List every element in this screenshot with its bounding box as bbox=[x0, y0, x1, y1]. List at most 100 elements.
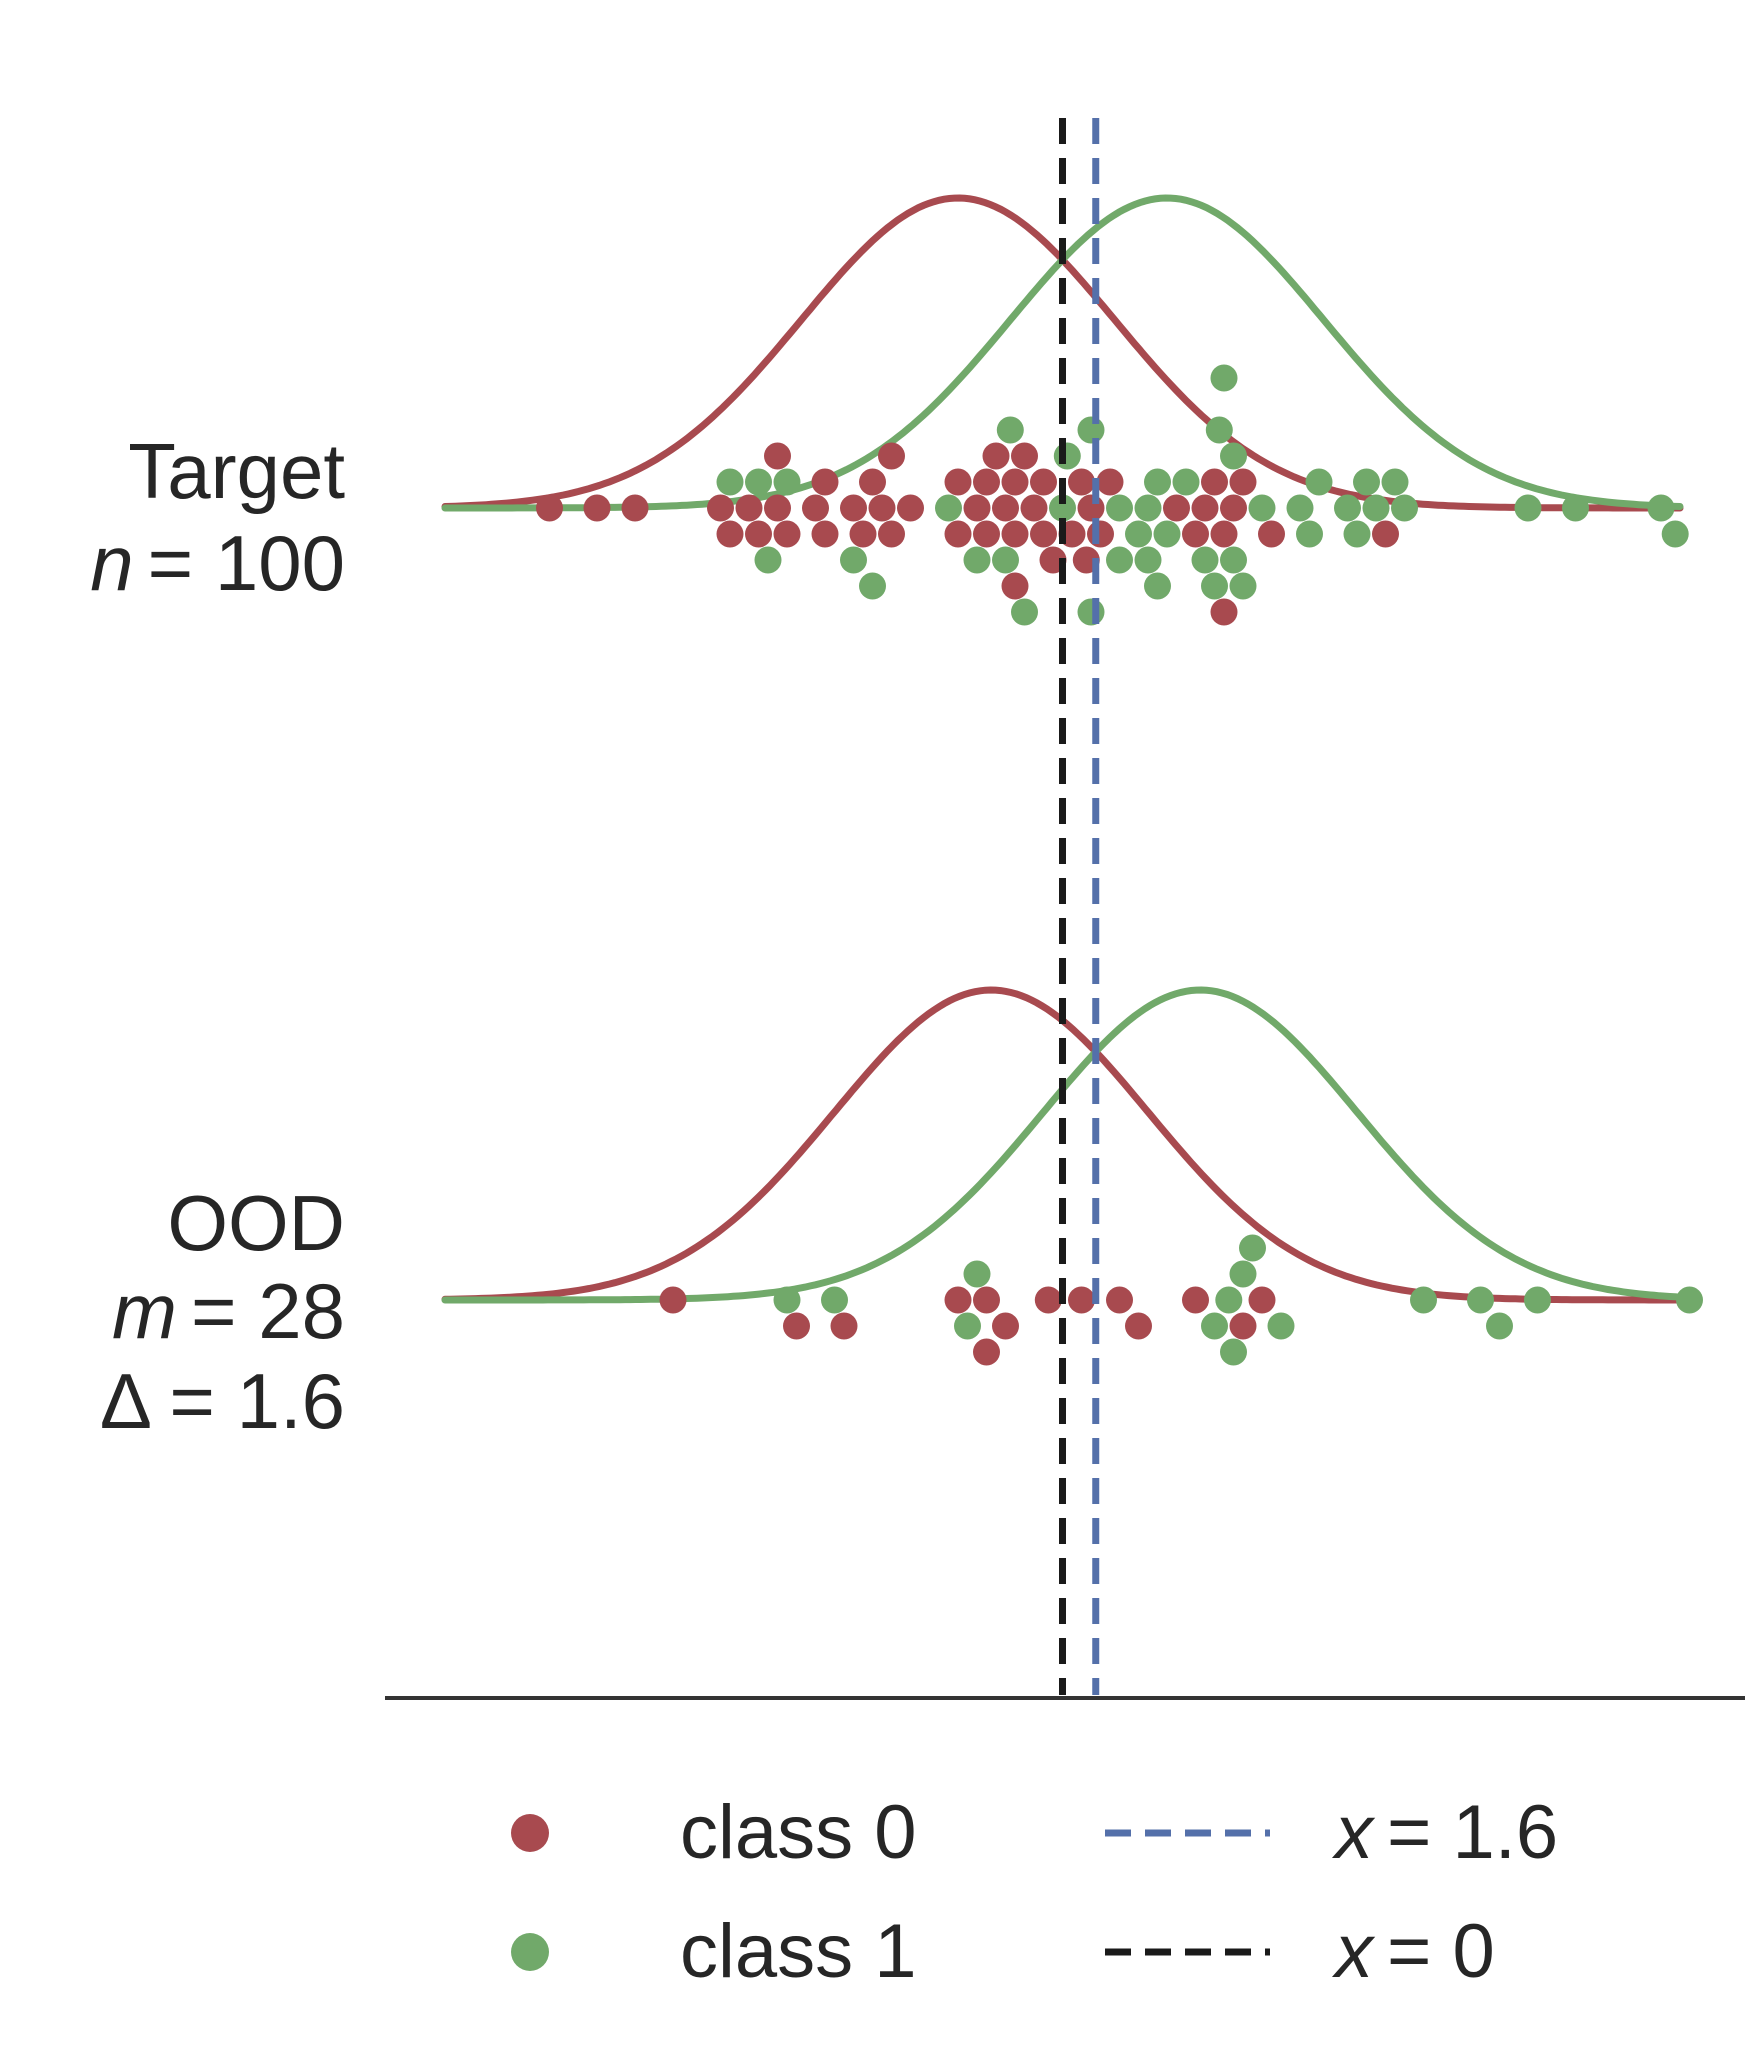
ood-point-class-0 bbox=[1125, 1312, 1152, 1340]
target-point-class-1 bbox=[1381, 468, 1409, 496]
ood-shift-label: Δ = 1.6 bbox=[100, 1357, 345, 1445]
target-point-class-1 bbox=[859, 572, 886, 600]
target-point-class-0 bbox=[897, 494, 924, 522]
target-point-class-1 bbox=[1191, 546, 1219, 574]
ood-point-class-1 bbox=[1220, 1338, 1247, 1366]
target-point-class-0 bbox=[859, 468, 886, 496]
target-point-class-1 bbox=[1647, 494, 1675, 522]
target-point-class-1 bbox=[1220, 442, 1247, 470]
ood-point-class-0 bbox=[830, 1312, 858, 1340]
ood-point-class-1 bbox=[1239, 1234, 1266, 1262]
legend-item-class-0: class 0 bbox=[511, 1790, 917, 1875]
legend-zero-symbol: x bbox=[1331, 1909, 1376, 1994]
legend-label-zero-line: x = 0 bbox=[1331, 1909, 1495, 1994]
target-point-class-1 bbox=[1106, 494, 1133, 522]
target-point-class-1 bbox=[963, 546, 991, 574]
target-point-class-1 bbox=[1053, 442, 1081, 470]
target-point-class-1 bbox=[773, 468, 801, 496]
ood-point-class-0 bbox=[1182, 1286, 1209, 1314]
target-point-class-0 bbox=[973, 520, 1000, 548]
target-point-class-1 bbox=[935, 494, 962, 522]
ood-point-class-1 bbox=[954, 1312, 981, 1340]
panel-labels: Target n = 100 OOD m = 28 Δ = 1.6 bbox=[90, 427, 345, 1445]
target-point-class-1 bbox=[1077, 416, 1105, 444]
target-point-class-1 bbox=[1286, 494, 1314, 522]
target-point-class-0 bbox=[1210, 520, 1238, 548]
target-point-class-1 bbox=[1296, 520, 1323, 548]
ood-point-class-0 bbox=[1068, 1286, 1095, 1314]
target-point-class-0 bbox=[1087, 520, 1114, 548]
target-point-class-1 bbox=[1229, 572, 1257, 600]
target-point-class-1 bbox=[716, 468, 744, 496]
target-label: Target bbox=[128, 427, 345, 515]
target-point-class-0 bbox=[1220, 494, 1247, 522]
ood-count-label: m = 28 bbox=[112, 1267, 345, 1355]
target-point-class-1 bbox=[1134, 546, 1162, 574]
target-point-class-0 bbox=[735, 494, 763, 522]
target-point-class-0 bbox=[1182, 520, 1209, 548]
target-point-class-0 bbox=[1001, 520, 1029, 548]
legend-marker-class-1 bbox=[511, 1933, 549, 1971]
target-point-class-1 bbox=[1205, 416, 1233, 444]
target-point-class-1 bbox=[1153, 520, 1181, 548]
ood-point-class-1 bbox=[773, 1286, 801, 1314]
target-point-class-0 bbox=[1020, 494, 1048, 522]
ood-point-class-1 bbox=[1267, 1312, 1295, 1340]
target-point-class-1 bbox=[1011, 598, 1038, 626]
target-point-class-0 bbox=[1201, 468, 1228, 496]
legend-label-class-0: class 0 bbox=[680, 1790, 917, 1875]
target-point-class-0 bbox=[811, 520, 839, 548]
target-point-class-1 bbox=[1362, 494, 1390, 522]
legend-label-class-1: class 1 bbox=[680, 1909, 917, 1994]
target-point-class-0 bbox=[1068, 468, 1095, 496]
plot-area bbox=[441, 118, 1703, 1695]
target-point-class-1 bbox=[1305, 468, 1333, 496]
ood-count-value: = 28 bbox=[191, 1267, 345, 1355]
target-point-class-1 bbox=[1248, 494, 1276, 522]
target-point-class-0 bbox=[1011, 442, 1038, 470]
target-point-class-0 bbox=[1001, 468, 1029, 496]
target-count-label: n = 100 bbox=[90, 519, 345, 607]
target-point-class-0 bbox=[1372, 520, 1399, 548]
ood-point-class-1 bbox=[1201, 1312, 1228, 1340]
target-point-class-0 bbox=[716, 520, 744, 548]
legend: class 0 class 1 x = 1.6 x = 0 bbox=[511, 1790, 1558, 1994]
ood-point-class-1 bbox=[1486, 1312, 1513, 1340]
target-point-class-0 bbox=[868, 494, 896, 522]
target-point-class-0 bbox=[621, 494, 649, 522]
target-point-class-0 bbox=[1096, 468, 1124, 496]
target-point-class-1 bbox=[745, 468, 772, 496]
ood-point-class-0 bbox=[1229, 1312, 1257, 1340]
target-point-class-0 bbox=[802, 494, 829, 522]
ood-point-class-0 bbox=[783, 1312, 810, 1340]
target-point-class-1 bbox=[840, 546, 867, 574]
ood-point-class-0 bbox=[992, 1312, 1019, 1340]
ood-label: OOD bbox=[167, 1179, 345, 1267]
target-point-class-1 bbox=[1353, 468, 1380, 496]
target-point-class-0 bbox=[982, 442, 1010, 470]
target-point-class-0 bbox=[1210, 598, 1238, 626]
legend-shift-value: = 1.6 bbox=[1387, 1790, 1558, 1875]
ood-point-class-1 bbox=[963, 1260, 991, 1288]
target-point-class-0 bbox=[764, 442, 791, 470]
target-point-class-0 bbox=[773, 520, 801, 548]
target-point-class-1 bbox=[996, 416, 1024, 444]
target-point-class-0 bbox=[944, 520, 972, 548]
target-point-class-1 bbox=[1562, 494, 1589, 522]
target-count-symbol: n bbox=[90, 519, 133, 607]
legend-marker-class-0 bbox=[511, 1814, 549, 1852]
legend-item-zero-line: x = 0 bbox=[1105, 1909, 1495, 1994]
target-point-class-1 bbox=[1201, 572, 1228, 600]
ood-count-symbol: m bbox=[112, 1267, 177, 1355]
ood-point-class-1 bbox=[1467, 1286, 1494, 1314]
target-point-class-1 bbox=[1210, 364, 1238, 392]
target-point-class-0 bbox=[1001, 572, 1029, 600]
target-point-class-1 bbox=[1514, 494, 1542, 522]
target-point-class-0 bbox=[536, 494, 563, 522]
target-point-class-0 bbox=[944, 468, 972, 496]
target-point-class-1 bbox=[992, 546, 1019, 574]
ood-point-class-0 bbox=[973, 1338, 1000, 1366]
target-point-class-0 bbox=[583, 494, 611, 522]
target-count-value: = 100 bbox=[148, 519, 345, 607]
